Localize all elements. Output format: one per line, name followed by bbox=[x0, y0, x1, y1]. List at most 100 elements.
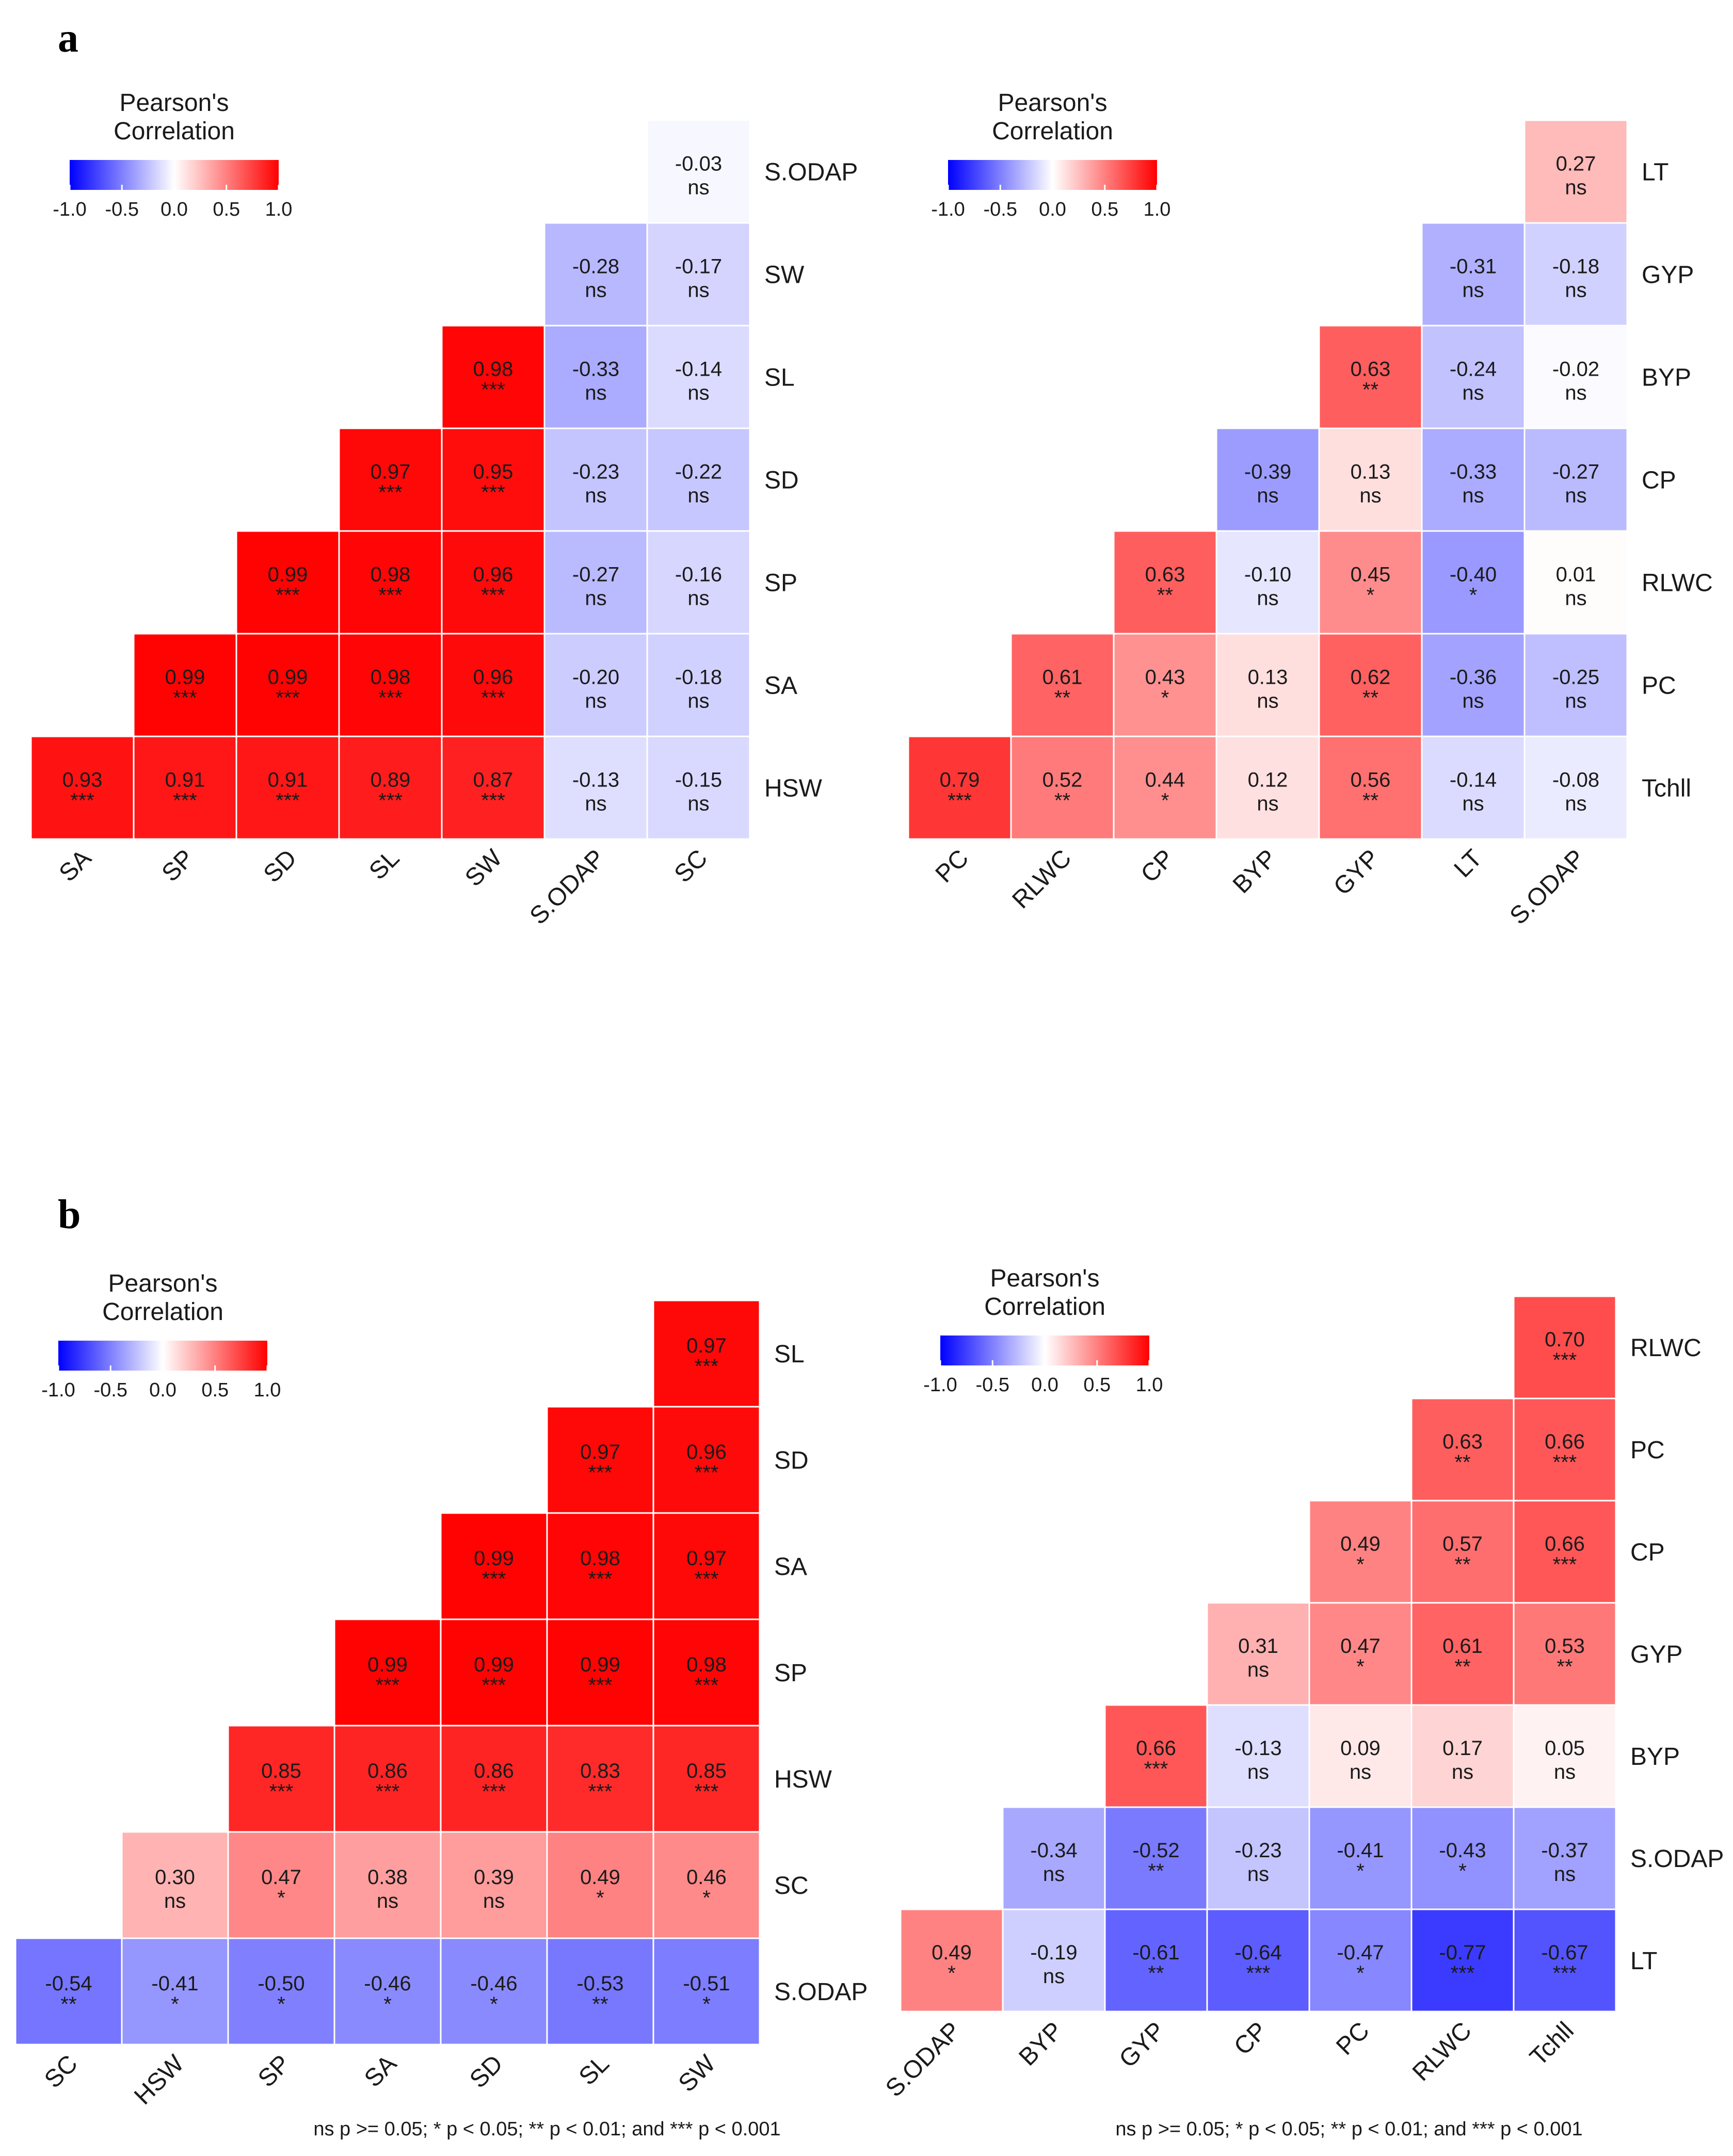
row-label: RLWC bbox=[1642, 570, 1713, 597]
cell-value: 0.61 bbox=[1442, 1635, 1483, 1658]
cell-value: 0.09 bbox=[1340, 1737, 1381, 1760]
column-label: GYP bbox=[1114, 2017, 1170, 2073]
cell-value: 0.98 bbox=[686, 1653, 727, 1676]
column-label: S.ODAP bbox=[1505, 844, 1591, 930]
cell-value: 0.93 bbox=[62, 769, 103, 792]
heatmap-cell bbox=[1523, 530, 1628, 635]
cell-value: -0.27 bbox=[1552, 461, 1599, 484]
cell-significance: ** bbox=[1454, 1451, 1470, 1474]
column-label: Tchll bbox=[1525, 2017, 1579, 2071]
cell-significance: ** bbox=[1557, 1655, 1572, 1678]
heatmap-cell bbox=[333, 1937, 442, 2046]
heatmap-cell bbox=[543, 633, 648, 737]
legend-tick-label: -0.5 bbox=[984, 199, 1017, 220]
cell-significance: *** bbox=[482, 1674, 506, 1697]
cell-value: 0.96 bbox=[686, 1441, 727, 1463]
cell-value: -0.18 bbox=[1552, 255, 1599, 278]
cell-value: -0.46 bbox=[470, 1972, 517, 1995]
heatmap-cell bbox=[1010, 735, 1115, 840]
cell-significance: * bbox=[596, 1887, 604, 1909]
cell-significance: *** bbox=[276, 584, 300, 607]
heatmap-cell bbox=[1318, 735, 1423, 840]
cell-value: -0.13 bbox=[572, 769, 619, 792]
heatmap-cell bbox=[543, 530, 648, 635]
cell-value: 0.31 bbox=[1238, 1635, 1278, 1658]
cell-significance: *** bbox=[481, 379, 505, 401]
cell-significance: *** bbox=[695, 1461, 719, 1484]
legend-tick-label: -1.0 bbox=[41, 1379, 75, 1401]
column-label: CP bbox=[1229, 2017, 1273, 2061]
cell-value: 0.98 bbox=[473, 358, 514, 381]
cell-value: 0.47 bbox=[1340, 1635, 1381, 1658]
cell-significance: ns bbox=[1043, 1965, 1065, 1988]
column-label: SD bbox=[464, 2050, 508, 2094]
cell-significance: ns bbox=[1462, 793, 1484, 815]
heatmap-cell bbox=[546, 1937, 654, 2046]
heatmap-cell bbox=[1513, 1908, 1617, 2013]
cell-significance: ns bbox=[1257, 690, 1278, 713]
row-label: BYP bbox=[1630, 1743, 1680, 1771]
cell-significance: ns bbox=[1565, 176, 1586, 199]
cell-value: -0.51 bbox=[683, 1972, 730, 1995]
cell-significance: ns bbox=[687, 793, 709, 815]
cell-value: 0.43 bbox=[1145, 666, 1185, 689]
column-label: SP bbox=[157, 844, 200, 887]
cell-significance: ns bbox=[1247, 1761, 1269, 1783]
cell-value: -0.14 bbox=[675, 358, 722, 381]
row-label: HSW bbox=[774, 1766, 832, 1793]
heatmap-cell bbox=[1513, 1806, 1617, 1910]
cell-significance: * bbox=[948, 1962, 956, 1985]
heatmap-cell bbox=[1215, 735, 1320, 840]
cell-significance: *** bbox=[588, 1780, 613, 1803]
cell-significance: ns bbox=[1462, 279, 1484, 302]
heatmap-cell bbox=[646, 427, 751, 532]
cell-value: 0.85 bbox=[261, 1760, 301, 1782]
cell-significance: ns bbox=[585, 690, 606, 713]
cell-significance: *** bbox=[1553, 1962, 1577, 1985]
cell-value: 0.66 bbox=[1545, 1533, 1585, 1555]
heatmap-cell bbox=[646, 325, 751, 429]
cell-significance: * bbox=[1356, 1553, 1365, 1576]
cell-value: -0.13 bbox=[1234, 1737, 1281, 1760]
cell-value: -0.50 bbox=[258, 1972, 304, 1995]
cell-significance: *** bbox=[1553, 1349, 1577, 1372]
column-label: SA bbox=[54, 844, 97, 887]
heatmap-cell bbox=[1513, 1704, 1617, 1808]
column-label: SL bbox=[574, 2050, 615, 2090]
cell-value: 0.97 bbox=[686, 1334, 727, 1357]
cell-value: 0.96 bbox=[473, 564, 514, 586]
cell-significance: *** bbox=[269, 1780, 294, 1803]
cell-value: 0.61 bbox=[1042, 666, 1083, 689]
heatmap-cell bbox=[1513, 1397, 1617, 1502]
cell-significance: *** bbox=[1553, 1451, 1577, 1474]
cell-significance: *** bbox=[378, 481, 403, 504]
cell-significance: * bbox=[171, 1993, 179, 2016]
row-label: SL bbox=[774, 1341, 805, 1368]
legend-tick-label: -1.0 bbox=[931, 199, 965, 220]
cell-significance: *** bbox=[588, 1461, 613, 1484]
heatmap-cell bbox=[227, 1831, 335, 1939]
cell-value: 0.63 bbox=[1442, 1430, 1483, 1453]
cell-significance: ns bbox=[1462, 690, 1484, 713]
heatmap-cell bbox=[646, 119, 751, 224]
cell-value: 0.45 bbox=[1351, 564, 1391, 586]
heatmap-cell bbox=[441, 427, 545, 532]
cell-value: 0.98 bbox=[371, 564, 411, 586]
legend-tick-label: 0.0 bbox=[149, 1379, 176, 1401]
cell-value: -0.02 bbox=[1552, 358, 1599, 381]
cell-value: -0.08 bbox=[1552, 769, 1599, 792]
heatmap-3: 0.97***0.97***0.96***0.99***0.98***0.97*… bbox=[14, 1270, 868, 2110]
heatmap-cell bbox=[652, 1406, 761, 1514]
cell-value: -0.23 bbox=[572, 461, 619, 484]
cell-significance: *** bbox=[378, 687, 403, 710]
cell-significance: ns bbox=[1257, 587, 1278, 610]
row-label: SP bbox=[764, 570, 797, 597]
cell-significance: ns bbox=[687, 176, 709, 199]
cell-significance: ns bbox=[1452, 1761, 1473, 1783]
cell-value: 0.17 bbox=[1442, 1737, 1483, 1760]
legend-title-line2: Correlation bbox=[114, 118, 235, 145]
cell-value: -0.20 bbox=[572, 666, 619, 689]
cell-significance: ns bbox=[687, 587, 709, 610]
row-label: HSW bbox=[764, 775, 823, 802]
legend-tick-label: 0.0 bbox=[1031, 1374, 1058, 1396]
